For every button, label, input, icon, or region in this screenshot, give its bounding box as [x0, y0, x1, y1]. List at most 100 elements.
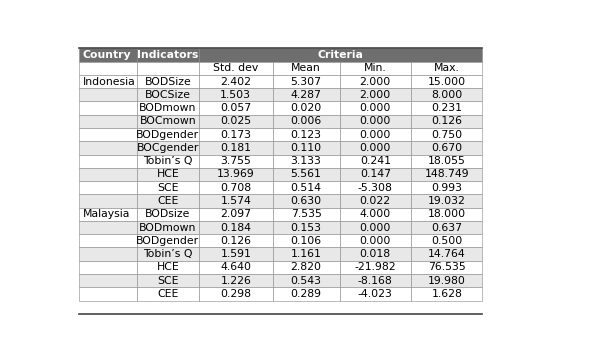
Bar	[340, 115, 411, 128]
Text: 14.764: 14.764	[428, 249, 466, 259]
Bar	[340, 194, 411, 208]
Text: 0.020: 0.020	[290, 103, 322, 113]
Text: Mean: Mean	[291, 63, 321, 73]
Text: -4.023: -4.023	[358, 289, 393, 299]
Text: 7.535: 7.535	[290, 209, 321, 219]
Text: BODgender: BODgender	[136, 236, 199, 246]
Bar	[340, 208, 411, 221]
Text: Malaysia: Malaysia	[83, 209, 130, 219]
Bar	[273, 75, 340, 88]
Text: 2.402: 2.402	[220, 76, 251, 87]
Bar	[199, 208, 273, 221]
Bar	[411, 88, 483, 101]
Bar	[273, 115, 340, 128]
Text: 0.106: 0.106	[290, 236, 322, 246]
Text: Country: Country	[83, 50, 131, 60]
Text: 13.969: 13.969	[217, 169, 255, 179]
Text: 0.181: 0.181	[220, 143, 251, 153]
Bar	[340, 168, 411, 181]
Bar	[79, 75, 137, 88]
Bar	[411, 221, 483, 234]
Text: 3.755: 3.755	[220, 156, 251, 166]
Bar	[340, 128, 411, 141]
Bar	[79, 101, 137, 115]
Bar	[79, 154, 137, 168]
Bar	[273, 101, 340, 115]
Bar	[411, 194, 483, 208]
Bar	[79, 48, 137, 62]
Bar	[411, 287, 483, 300]
Text: Tobin’s Q: Tobin’s Q	[143, 156, 193, 166]
Bar	[411, 247, 483, 261]
Text: BOCgender: BOCgender	[137, 143, 199, 153]
Bar	[273, 88, 340, 101]
Bar	[273, 261, 340, 274]
Text: 0.750: 0.750	[431, 130, 462, 140]
Bar	[273, 141, 340, 154]
Bar	[137, 128, 199, 141]
Text: 0.298: 0.298	[220, 289, 251, 299]
Text: 0.110: 0.110	[290, 143, 322, 153]
Text: 15.000: 15.000	[428, 76, 466, 87]
Text: Std. dev: Std. dev	[213, 63, 258, 73]
Text: Criteria: Criteria	[318, 50, 364, 60]
Bar	[199, 75, 273, 88]
Text: HCE: HCE	[156, 262, 179, 272]
Text: 0.993: 0.993	[431, 183, 462, 193]
Bar	[137, 181, 199, 194]
Text: BODsize: BODsize	[145, 209, 190, 219]
Text: 0.057: 0.057	[220, 103, 251, 113]
Text: SCE: SCE	[157, 276, 178, 286]
Bar	[79, 247, 137, 261]
Text: 0.018: 0.018	[360, 249, 391, 259]
Bar	[199, 181, 273, 194]
Bar	[340, 221, 411, 234]
Text: BODSize: BODSize	[145, 76, 191, 87]
Bar	[79, 287, 137, 300]
Text: 0.500: 0.500	[431, 236, 462, 246]
Text: 4.000: 4.000	[359, 209, 391, 219]
Text: 0.025: 0.025	[220, 116, 251, 126]
Text: 18.000: 18.000	[428, 209, 466, 219]
Text: 1.226: 1.226	[220, 276, 251, 286]
Bar	[273, 234, 340, 247]
Bar	[340, 75, 411, 88]
Text: 0.543: 0.543	[290, 276, 321, 286]
Bar	[79, 274, 137, 287]
Text: 19.980: 19.980	[428, 276, 466, 286]
Bar	[273, 221, 340, 234]
Bar	[137, 274, 199, 287]
Bar	[273, 154, 340, 168]
Text: Min.: Min.	[364, 63, 387, 73]
Bar	[411, 181, 483, 194]
Text: 1.503: 1.503	[220, 90, 251, 100]
Text: 76.535: 76.535	[428, 262, 466, 272]
Bar	[411, 115, 483, 128]
Bar	[411, 234, 483, 247]
Bar	[273, 274, 340, 287]
Text: 0.000: 0.000	[359, 130, 391, 140]
Text: 0.173: 0.173	[220, 130, 251, 140]
Bar	[199, 168, 273, 181]
Text: BODgender: BODgender	[136, 130, 199, 140]
Bar	[79, 141, 137, 154]
Text: -8.168: -8.168	[358, 276, 393, 286]
Bar	[411, 62, 483, 75]
Bar	[340, 62, 411, 75]
Bar	[137, 141, 199, 154]
Text: 0.708: 0.708	[220, 183, 251, 193]
Text: 0.126: 0.126	[220, 236, 251, 246]
Bar	[273, 181, 340, 194]
Text: 5.307: 5.307	[290, 76, 321, 87]
Bar	[79, 62, 137, 75]
Bar	[411, 208, 483, 221]
Text: -21.982: -21.982	[355, 262, 396, 272]
Text: 0.637: 0.637	[431, 222, 462, 233]
Bar	[79, 261, 137, 274]
Bar	[79, 168, 137, 181]
Bar	[137, 234, 199, 247]
Bar	[273, 208, 340, 221]
Bar	[340, 247, 411, 261]
Bar	[79, 128, 137, 141]
Bar	[340, 287, 411, 300]
